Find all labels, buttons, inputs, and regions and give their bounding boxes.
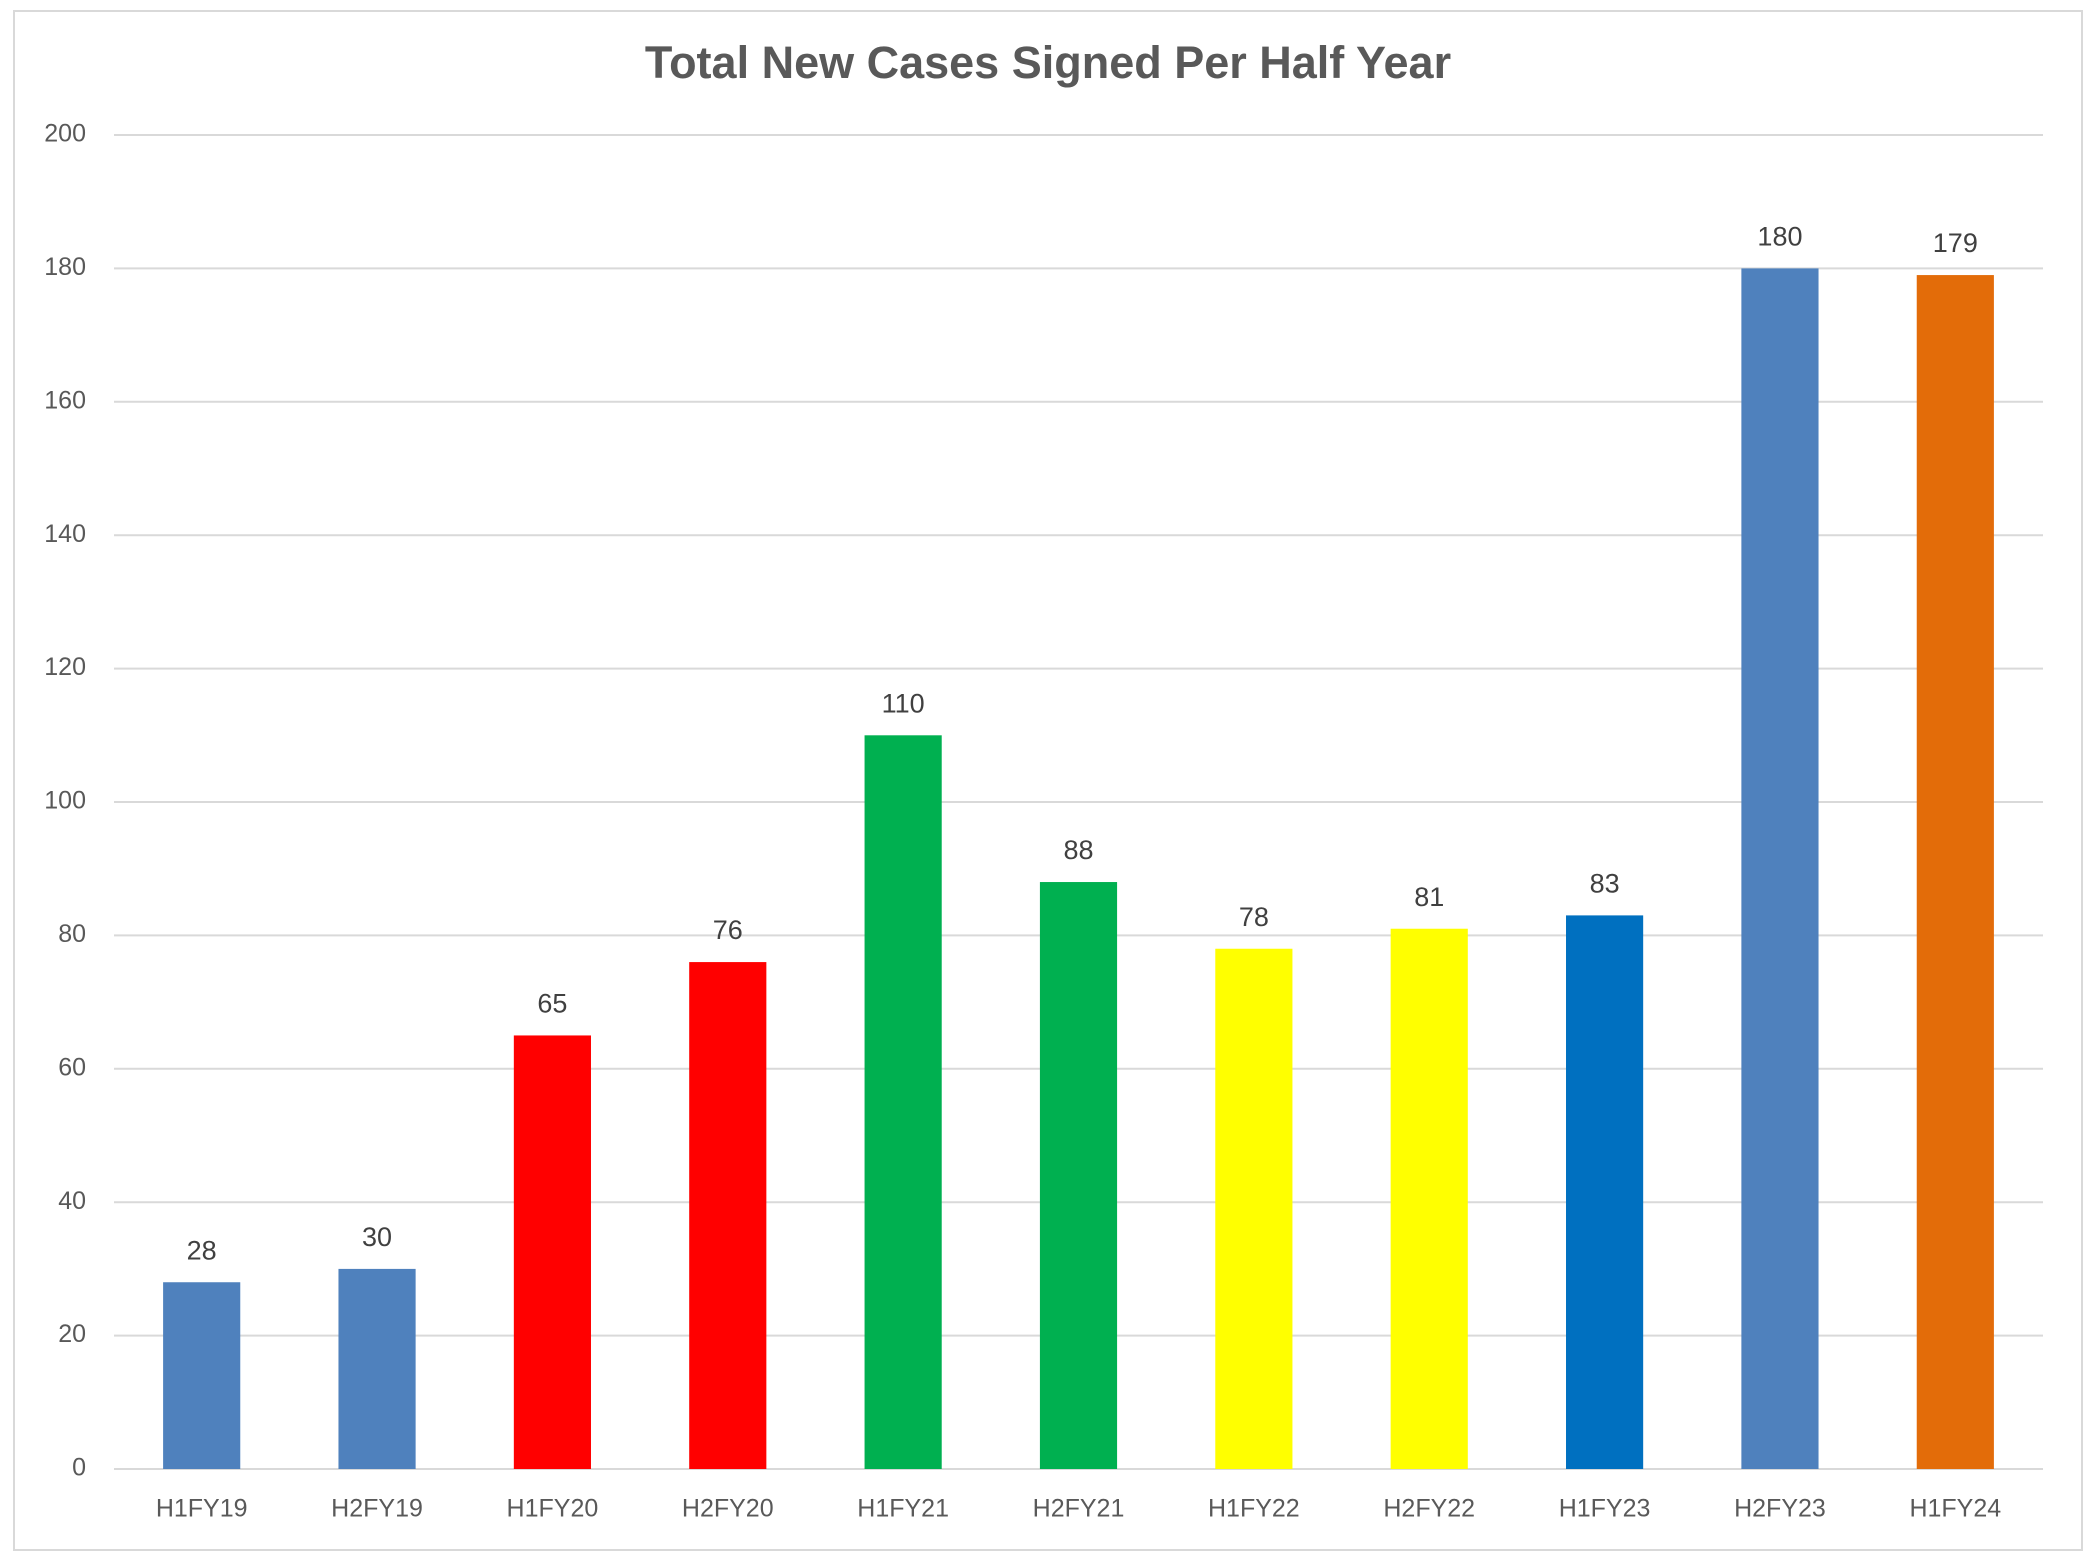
x-tick-label: H1FY19 <box>156 1495 248 1523</box>
data-label: 76 <box>713 915 743 945</box>
bar <box>338 1268 416 1469</box>
data-label: 180 <box>1757 222 1802 252</box>
x-tick-label: H1FY21 <box>857 1495 949 1523</box>
data-label: 81 <box>1414 882 1444 912</box>
y-tick-label: 120 <box>44 653 86 681</box>
y-tick-label: 80 <box>58 920 86 948</box>
data-label: 110 <box>882 688 925 718</box>
bar <box>1566 915 1644 1469</box>
x-tick-label: H1FY22 <box>1208 1495 1300 1523</box>
chart-title: Total New Cases Signed Per Half Year <box>645 37 1451 88</box>
data-label: 78 <box>1239 902 1269 932</box>
x-tick-label: H2FY20 <box>682 1495 774 1523</box>
data-label: 28 <box>187 1235 217 1265</box>
data-label: 83 <box>1590 869 1620 899</box>
y-tick-label: 40 <box>58 1187 86 1215</box>
y-tick-label: 140 <box>44 520 86 548</box>
y-tick-label: 0 <box>72 1454 86 1482</box>
data-label: 65 <box>537 989 567 1019</box>
bar <box>864 735 942 1469</box>
y-tick-label: 60 <box>58 1053 86 1081</box>
x-tick-label: H2FY19 <box>331 1495 423 1523</box>
bar <box>163 1282 241 1469</box>
bar <box>513 1035 591 1469</box>
y-tick-label: 20 <box>58 1320 86 1348</box>
bar <box>689 962 767 1469</box>
x-tick-label: H1FY24 <box>1909 1495 2001 1523</box>
bar <box>1215 948 1293 1469</box>
data-label: 179 <box>1933 228 1978 258</box>
bar <box>1039 882 1118 1469</box>
bar <box>1916 275 1994 1469</box>
y-tick-label: 200 <box>44 120 86 148</box>
x-tick-label: H2FY22 <box>1383 1495 1475 1523</box>
x-tick-label: H2FY23 <box>1734 1495 1826 1523</box>
data-label: 88 <box>1063 835 1093 865</box>
x-tick-label: H1FY20 <box>507 1495 599 1523</box>
y-tick-label: 180 <box>44 253 86 281</box>
x-tick-label: H1FY23 <box>1559 1495 1651 1523</box>
x-tick-label: H2FY21 <box>1033 1495 1125 1523</box>
bar <box>1741 268 1819 1469</box>
y-tick-label: 160 <box>44 386 86 414</box>
bar <box>1390 928 1468 1469</box>
y-tick-label: 100 <box>44 787 86 815</box>
data-label: 30 <box>362 1222 392 1252</box>
